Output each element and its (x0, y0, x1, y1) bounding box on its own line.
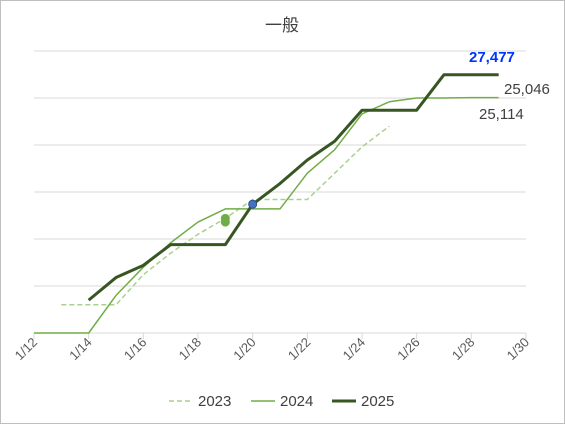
x-tick-label: 1/30 (504, 335, 533, 364)
legend-label-2024: 2024 (280, 393, 313, 410)
x-tick-label: 1/16 (121, 335, 150, 364)
data-label-2024: 25,046 (504, 81, 550, 98)
x-tick-label: 1/28 (449, 335, 478, 364)
legend-label-2025: 2025 (361, 393, 394, 410)
x-tick-label: 1/26 (394, 335, 423, 364)
legend-label-2023: 2023 (198, 393, 231, 410)
x-tick-label: 1/24 (340, 335, 369, 364)
series-line-2024 (34, 96, 499, 334)
x-tick-label: 1/20 (230, 335, 259, 364)
chart-title: 一般 (265, 16, 299, 35)
data-label-2025: 27,477 (469, 49, 515, 66)
x-tick-label: 1/22 (285, 335, 314, 364)
x-tick-label: 1/12 (12, 335, 41, 364)
x-tick-label: 1/14 (66, 335, 95, 364)
x-tick-label: 1/18 (176, 335, 205, 364)
data-marker (248, 199, 258, 209)
series-line-2025 (87, 73, 499, 302)
data-label-2023: 25,114 (479, 106, 524, 123)
data-marker (220, 217, 230, 227)
